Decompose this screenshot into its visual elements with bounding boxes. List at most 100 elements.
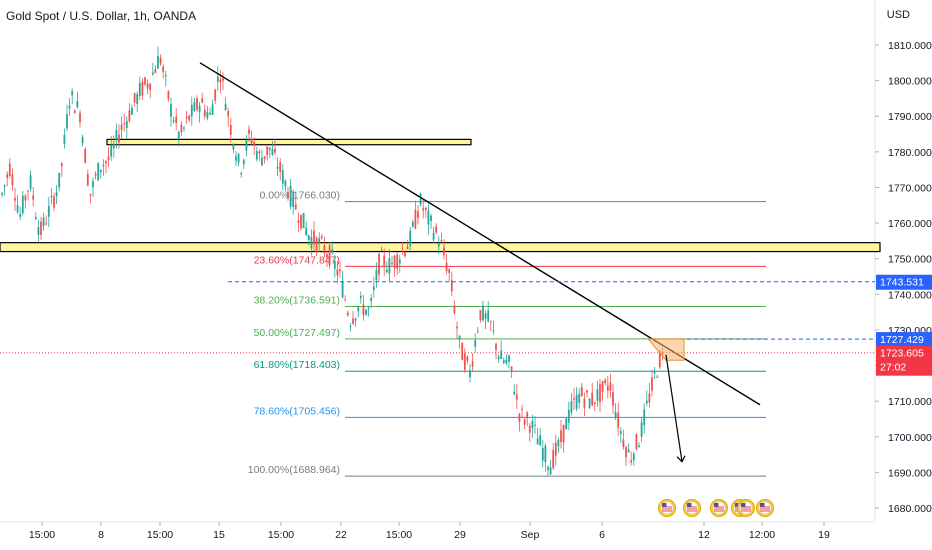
candle-body	[310, 236, 313, 249]
candle-body	[175, 116, 178, 123]
drawings[interactable]	[0, 62, 875, 463]
candle-body	[8, 163, 11, 176]
x-tick-label: 15:00	[268, 529, 294, 541]
candle-body	[539, 435, 542, 446]
candle-body	[141, 81, 144, 96]
candle-body	[378, 253, 380, 275]
candle-body	[50, 195, 53, 198]
candle-body	[326, 254, 328, 258]
fibonacci-retracement[interactable]: 0.00%(1766.030) 23.60%(1747.847) 38.20%(17…	[248, 190, 766, 477]
candle-body	[328, 245, 331, 266]
candle-body	[458, 335, 461, 340]
candle-body	[37, 227, 40, 235]
candle-body	[14, 197, 16, 201]
candle-body	[489, 321, 492, 323]
candle-body	[307, 235, 310, 241]
candle-body	[401, 250, 404, 252]
time-axis[interactable]: 15:00 8 15:00 15 15:00 22 15:00 29 Sep 6 12 12:00 19	[29, 522, 830, 541]
price-tag-label: 1743.531	[880, 277, 924, 289]
candle-body	[417, 211, 419, 218]
y-tick-label: 1810.000	[888, 40, 932, 52]
projection-arrow-line[interactable]	[665, 354, 683, 462]
candle-body	[266, 146, 269, 156]
candle-body	[53, 196, 55, 208]
candle-body	[388, 258, 391, 274]
candle-body	[138, 83, 141, 96]
support-resistance-zones	[0, 138, 881, 253]
candle-body	[367, 307, 370, 309]
candle-body	[89, 193, 92, 196]
candle-body	[201, 98, 204, 103]
candle-body	[102, 164, 105, 167]
candle-body	[630, 460, 633, 463]
candle-body	[115, 130, 118, 140]
candle-body	[645, 400, 648, 404]
rejection-zone[interactable]	[646, 338, 685, 361]
candle-body	[170, 103, 172, 117]
candle-body	[609, 382, 612, 391]
candle-body	[398, 259, 401, 264]
candle-body	[27, 190, 29, 192]
candle-body	[515, 394, 518, 400]
candle-body	[224, 103, 227, 111]
candle-body	[346, 312, 349, 316]
candle-body	[235, 156, 237, 161]
flag-canton	[687, 503, 692, 507]
candle-body	[240, 172, 243, 175]
candle-body	[635, 434, 638, 450]
candle-body	[573, 398, 575, 400]
candle-body	[648, 393, 651, 403]
candle-body	[144, 77, 146, 85]
candle-body	[302, 212, 305, 229]
candle-body	[133, 93, 136, 103]
candle-body	[583, 398, 586, 408]
candle-body	[11, 174, 14, 186]
candle-body	[411, 221, 414, 227]
candle-body	[32, 195, 35, 200]
candle-body	[560, 430, 562, 443]
candle-body	[552, 450, 555, 469]
candle-body	[110, 145, 113, 157]
candle-body	[279, 162, 282, 172]
x-tick-label: 15:00	[29, 529, 55, 541]
candle-body	[81, 137, 84, 144]
candle-body	[336, 269, 339, 276]
candle-body	[593, 402, 596, 405]
fib-level-label: 78.60%(1705.456)	[254, 405, 340, 417]
candle-body	[591, 392, 594, 406]
support-zone-2[interactable]	[0, 242, 881, 253]
candle-body	[40, 221, 42, 236]
candle-body	[476, 330, 479, 332]
candle-body	[406, 246, 409, 250]
candle-body	[250, 138, 253, 144]
economic-events[interactable]	[658, 499, 774, 517]
candle-body	[206, 112, 209, 119]
candle-body	[575, 394, 578, 409]
candle-body	[354, 318, 357, 321]
candle-body	[211, 104, 214, 115]
candle-body	[565, 418, 568, 430]
candle-body	[359, 295, 362, 299]
candle-body	[505, 359, 508, 364]
candle-body	[526, 412, 529, 419]
candle-body	[261, 157, 263, 166]
candle-body	[216, 76, 219, 82]
candle-body	[612, 392, 614, 406]
support-zone-1[interactable]	[106, 138, 472, 146]
candle-body	[385, 269, 388, 273]
candle-body	[619, 431, 622, 434]
candle-body	[651, 377, 653, 391]
y-tick-label: 1700.000	[888, 432, 932, 444]
candle-body	[375, 269, 378, 281]
candle-body	[248, 129, 250, 134]
candle-body	[128, 110, 131, 122]
candle-body	[154, 69, 157, 74]
price-tag-label: 1723.605	[880, 348, 924, 360]
candle-body	[453, 305, 456, 314]
y-tick-label: 1710.000	[888, 396, 932, 408]
candle-body	[99, 169, 102, 173]
candle-body	[227, 110, 230, 117]
candle-body	[112, 143, 115, 149]
candle-body	[510, 366, 513, 372]
